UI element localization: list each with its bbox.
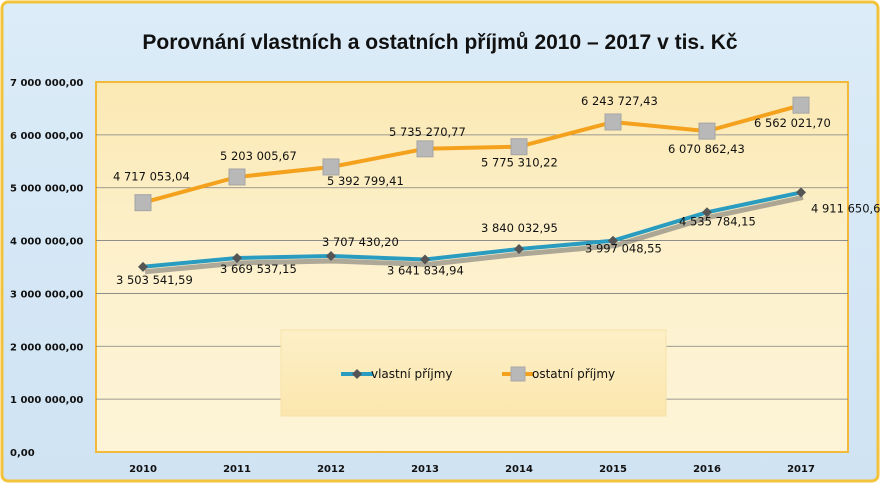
- x-tick-label: 2016: [693, 464, 721, 475]
- data-point: [796, 187, 806, 198]
- data-point: [326, 251, 336, 262]
- data-label: 5 735 270,77: [389, 125, 466, 139]
- data-label: 6 562 021,70: [754, 116, 831, 130]
- legend: vlastní příjmy ostatní příjmy: [280, 329, 667, 417]
- x-tick-label: 2013: [411, 464, 439, 475]
- data-label: 3 669 537,15: [220, 262, 297, 276]
- x-tick-label: 2010: [129, 464, 157, 475]
- y-tick-label: 1 000 000,00: [10, 395, 83, 406]
- x-axis: 2010 2011 2012 2013 2014 2015 2016 2017: [129, 464, 815, 475]
- legend-label-ostatni: ostatní příjmy: [532, 367, 615, 381]
- legend-marker-vlastni: [352, 369, 362, 379]
- y-tick-label: 2 000 000,00: [10, 342, 83, 353]
- chart-title: Porovnání vlastních a ostatních příjmů 2…: [142, 31, 738, 54]
- data-label: 6 243 727,43: [581, 94, 658, 108]
- y-tick-label: 5 000 000,00: [10, 184, 83, 195]
- data-point: [510, 138, 528, 156]
- y-tick-label: 3 000 000,00: [10, 289, 83, 300]
- x-tick-label: 2012: [317, 464, 345, 475]
- data-point: [792, 96, 810, 114]
- data-point: [322, 158, 340, 176]
- legend-marker-ostatni: [510, 366, 526, 382]
- data-label: 4 717 053,04: [113, 170, 190, 184]
- y-axis: 0,00 1 000 000,00 2 000 000,00 3 000 000,00…: [10, 78, 83, 459]
- x-tick-label: 2011: [223, 464, 251, 475]
- data-labels: 3 503 541,59 3 669 537,15 3 707 430,20 3 64…: [113, 94, 880, 287]
- data-point: [134, 194, 152, 212]
- data-label: 3 641 834,94: [387, 264, 464, 278]
- data-point: [232, 253, 242, 264]
- x-tick-label: 2017: [787, 464, 815, 475]
- data-point: [698, 122, 716, 140]
- y-tick-label: 4 000 000,00: [10, 237, 83, 248]
- legend-label-vlastni: vlastní příjmy: [371, 367, 453, 381]
- series-line-shadow: [144, 194, 804, 275]
- series-line: [142, 103, 802, 205]
- data-point: [228, 168, 246, 186]
- data-point: [514, 244, 524, 255]
- y-tick-label: 6 000 000,00: [10, 131, 83, 142]
- data-point: [138, 261, 148, 272]
- data-label: 5 392 799,41: [327, 174, 404, 188]
- data-label: 3 840 032,95: [481, 221, 558, 235]
- data-point: [420, 254, 430, 265]
- data-label: 3 503 541,59: [116, 273, 193, 287]
- data-label: 5 203 005,67: [220, 149, 297, 163]
- y-tick-label: 0,00: [10, 448, 35, 459]
- data-point: [416, 140, 434, 158]
- series-layer: [134, 96, 810, 275]
- data-label: 5 775 310,22: [481, 156, 558, 170]
- data-label: 3 707 430,20: [322, 235, 399, 249]
- data-label: 4 535 784,15: [679, 214, 756, 228]
- x-tick-label: 2014: [505, 464, 533, 475]
- data-label: 4 911 650,68: [811, 201, 880, 215]
- y-tick-label: 7 000 000,00: [10, 78, 83, 89]
- data-label: 3 997 048,55: [585, 242, 662, 256]
- data-point: [608, 235, 618, 246]
- series-line: [142, 190, 802, 269]
- data-label: 6 070 862,43: [668, 142, 745, 156]
- x-tick-label: 2015: [599, 464, 627, 475]
- data-point: [702, 207, 712, 218]
- data-point: [604, 113, 622, 131]
